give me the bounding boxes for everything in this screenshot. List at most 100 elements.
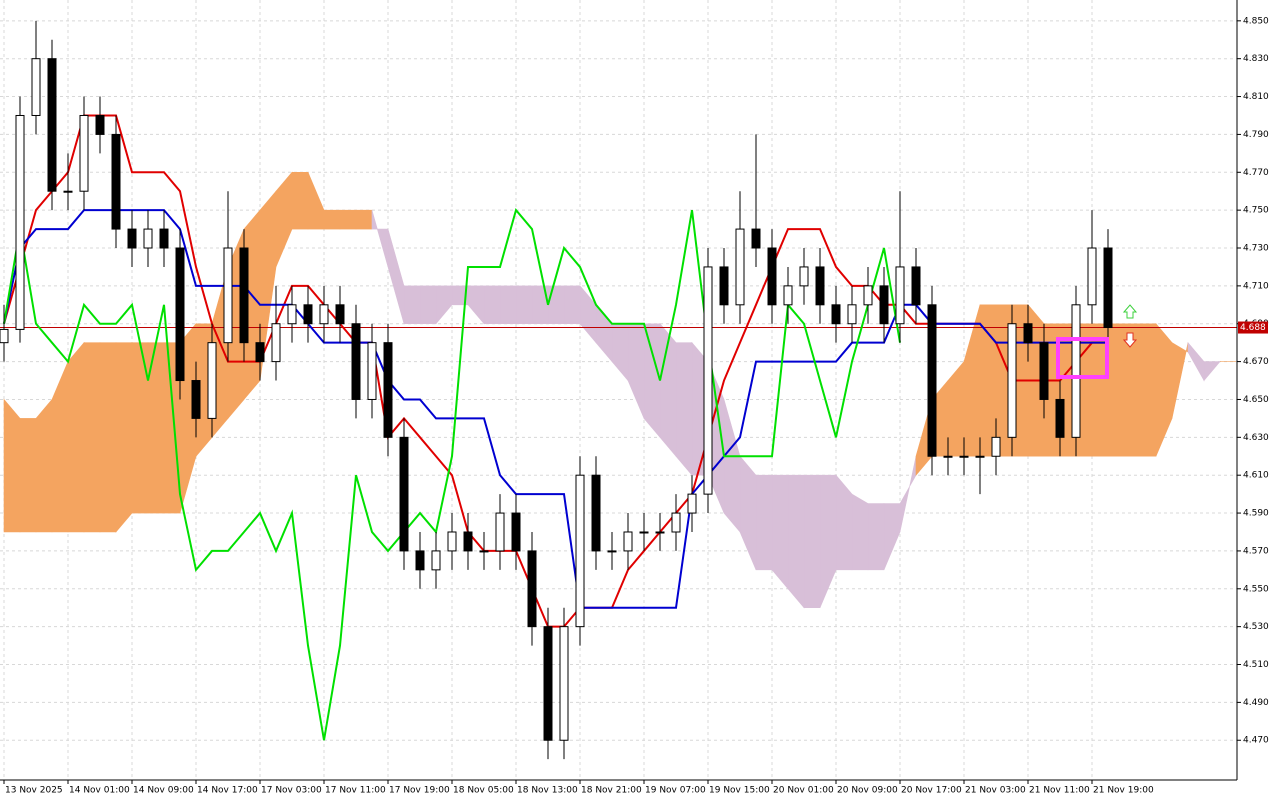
cloud-segment (291, 171, 309, 230)
candle-body (1039, 342, 1049, 400)
candle-body (143, 228, 153, 249)
candle-body (207, 342, 217, 419)
candle-body (735, 228, 745, 306)
candle-body (1007, 323, 1017, 438)
candle-body (351, 323, 361, 400)
x-tick-label: 14 Nov 01:00 (69, 786, 130, 796)
cloud-segment (515, 285, 533, 325)
candle-body (1103, 247, 1113, 329)
candle-body (1023, 323, 1033, 344)
x-tick-label: 17 Nov 19:00 (389, 786, 450, 796)
cloud-segment (339, 209, 357, 230)
cloud-segment (1139, 323, 1157, 457)
candle-body (783, 285, 793, 306)
cloud-segment (403, 285, 421, 325)
cloud-segment (787, 474, 805, 609)
candle-body (95, 114, 105, 135)
candle-body (527, 550, 537, 628)
x-tick-label: 18 Nov 21:00 (581, 786, 642, 796)
y-tick-label: 4.550 (1243, 584, 1269, 594)
candle-body (415, 550, 425, 571)
y-tick-label: 4.730 (1243, 244, 1269, 254)
y-tick-label: 4.810 (1243, 92, 1269, 102)
y-tick-label: 4.510 (1243, 660, 1269, 670)
candle-body (655, 531, 665, 534)
highlight-box (1056, 337, 1109, 379)
candle-body (687, 493, 697, 514)
indicator-line (3, 208, 901, 741)
candle-body (255, 342, 265, 363)
candle-body (335, 304, 345, 325)
y-tick-label: 4.490 (1243, 698, 1269, 708)
candle-body (671, 512, 681, 533)
candle-body (287, 304, 297, 325)
x-tick-label: 21 Nov 11:00 (1029, 786, 1090, 796)
x-tick-label: 20 Nov 09:00 (837, 786, 898, 796)
candle-body (175, 247, 185, 382)
candle-body (607, 550, 617, 553)
candle-body (975, 455, 985, 458)
candle-body (959, 455, 969, 458)
cloud-segment (803, 474, 821, 609)
candle-body (127, 228, 137, 249)
candle-body (159, 228, 169, 249)
cloud-segment (1107, 323, 1125, 457)
cloud-segment (675, 342, 693, 477)
candle-body (623, 531, 633, 552)
x-tick-label: 17 Nov 11:00 (325, 786, 386, 796)
x-tick-label: 19 Nov 15:00 (709, 786, 770, 796)
current-price-label: 4.688 (1240, 323, 1266, 333)
cloud-segment (851, 493, 869, 571)
y-tick-label: 4.830 (1243, 54, 1269, 64)
x-tick-label: 14 Nov 17:00 (197, 786, 258, 796)
indicator-line (3, 114, 1108, 628)
cloud-segment (419, 285, 437, 325)
y-tick-label: 4.650 (1243, 395, 1269, 405)
candle-body (895, 266, 905, 325)
cloud-segment (1203, 361, 1221, 382)
candle-body (1071, 304, 1081, 438)
x-tick-label: 21 Nov 03:00 (965, 786, 1026, 796)
candle-body (15, 114, 25, 330)
y-tick-label: 4.710 (1243, 281, 1269, 291)
candle-body (111, 133, 121, 230)
x-tick-label: 21 Nov 19:00 (1093, 786, 1154, 796)
cloud-segment (771, 474, 789, 590)
candle-body (703, 266, 713, 495)
cloud-segment (563, 285, 581, 325)
candle-body (943, 455, 953, 458)
x-tick-label: 17 Nov 03:00 (261, 786, 322, 796)
candle-body (815, 266, 825, 306)
candle-body (383, 342, 393, 438)
candle-body (447, 531, 457, 552)
candle-body (1087, 247, 1097, 306)
x-tick-label: 14 Nov 09:00 (133, 786, 194, 796)
candle-body (47, 58, 57, 192)
current-price-box (1238, 321, 1268, 334)
candle-body (0, 328, 9, 344)
candle-body (559, 626, 569, 741)
candle-body (639, 531, 649, 534)
cloud-segment (35, 398, 53, 533)
candle-body (575, 474, 585, 628)
cloud-segment (547, 285, 565, 325)
down-arrow (1122, 332, 1138, 348)
candle-body (431, 550, 441, 571)
candle-body (463, 531, 473, 552)
candle-body (927, 304, 937, 457)
cloud-segment (67, 341, 85, 533)
candle-body (879, 285, 889, 325)
candle-body (303, 304, 313, 325)
candle-body (399, 436, 409, 552)
cloud-segment (83, 342, 101, 533)
y-tick-label: 4.530 (1243, 622, 1269, 632)
candles (0, 20, 1113, 760)
candle-body (271, 323, 281, 363)
candle-body (223, 247, 233, 344)
cloud-segment (115, 342, 133, 533)
candle-body (767, 247, 777, 306)
x-tick-label: 19 Nov 07:00 (645, 786, 706, 796)
